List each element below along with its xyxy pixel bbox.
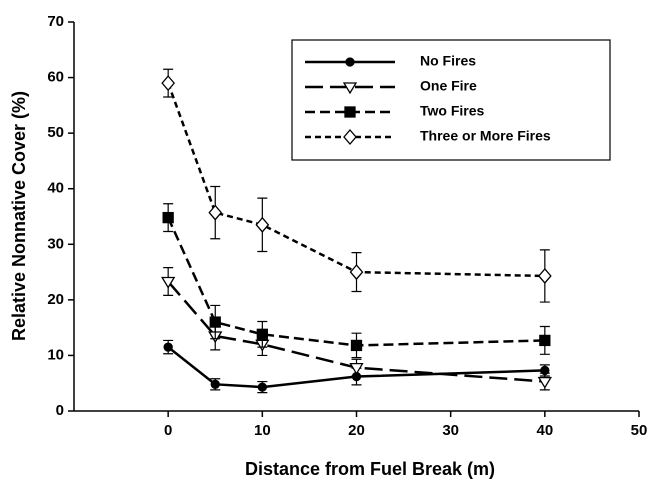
marker bbox=[537, 267, 552, 284]
marker bbox=[162, 211, 174, 224]
series bbox=[162, 203, 551, 359]
marker bbox=[539, 334, 551, 347]
legend-marker bbox=[344, 106, 356, 118]
marker bbox=[349, 363, 364, 375]
marker bbox=[350, 339, 363, 352]
y-tick-label: 50 bbox=[47, 124, 64, 141]
x-tick-label: 0 bbox=[164, 422, 172, 439]
series-line bbox=[167, 217, 545, 347]
y-tick-label: 40 bbox=[47, 180, 64, 197]
y-tick-label: 0 bbox=[56, 402, 64, 419]
marker bbox=[161, 276, 176, 289]
marker bbox=[349, 264, 364, 281]
y-axis-label: Relative Nonnative Cover (%) bbox=[9, 91, 29, 341]
legend-label: Two Fires bbox=[420, 103, 485, 119]
series bbox=[161, 68, 552, 303]
y-tick-label: 30 bbox=[47, 235, 64, 252]
legend-marker bbox=[342, 82, 358, 95]
series-line bbox=[167, 280, 545, 383]
x-tick-label: 30 bbox=[442, 422, 459, 439]
y-tick-label: 10 bbox=[47, 346, 64, 363]
marker bbox=[210, 379, 220, 389]
x-tick-label: 40 bbox=[536, 422, 553, 439]
series-line bbox=[166, 82, 545, 278]
y-tick-label: 70 bbox=[47, 13, 64, 30]
legend-box bbox=[291, 39, 611, 161]
legend-marker bbox=[343, 129, 357, 145]
marker bbox=[255, 216, 270, 233]
marker bbox=[537, 376, 552, 389]
legend-label: Three or More Fires bbox=[420, 128, 551, 144]
legend-label: One Fire bbox=[420, 78, 477, 94]
marker bbox=[209, 316, 221, 328]
legend-label: No Fires bbox=[420, 53, 476, 69]
legend: No Fires One Fire Two Fires Three or More F… bbox=[291, 39, 611, 161]
marker bbox=[256, 328, 268, 340]
x-tick-label: 20 bbox=[348, 422, 365, 439]
x-axis-label: Distance from Fuel Break (m) bbox=[245, 459, 495, 479]
marker bbox=[257, 382, 267, 392]
marker bbox=[161, 75, 176, 92]
marker bbox=[163, 342, 173, 352]
marker bbox=[208, 204, 223, 221]
y-tick-label: 20 bbox=[47, 291, 64, 308]
x-tick-label: 50 bbox=[631, 422, 648, 439]
y-tick-label: 60 bbox=[47, 69, 64, 86]
x-tick-label: 10 bbox=[254, 422, 271, 439]
legend-marker bbox=[345, 57, 355, 67]
